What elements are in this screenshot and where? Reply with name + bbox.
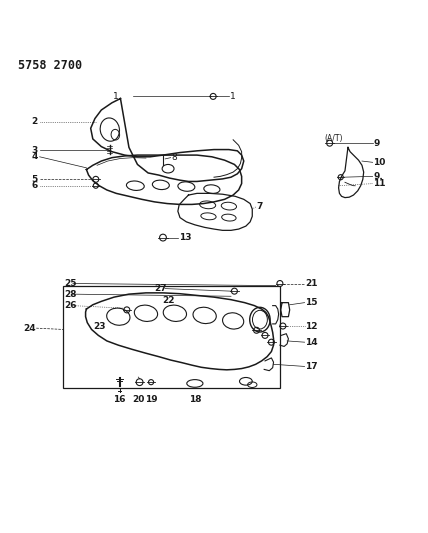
Text: 22: 22 — [162, 296, 175, 305]
Text: 17: 17 — [306, 362, 318, 371]
Text: 2: 2 — [31, 117, 38, 126]
Text: 15: 15 — [306, 298, 318, 307]
Text: 20: 20 — [132, 395, 145, 404]
Text: 5: 5 — [31, 175, 38, 184]
Text: 8: 8 — [172, 153, 177, 162]
Text: 1: 1 — [113, 92, 118, 101]
Text: 9: 9 — [374, 139, 380, 148]
Text: 19: 19 — [145, 395, 158, 404]
Text: 10: 10 — [374, 158, 386, 167]
Text: 7: 7 — [256, 203, 263, 212]
Text: 23: 23 — [93, 322, 105, 332]
Text: 14: 14 — [306, 338, 318, 346]
Text: 9.: 9. — [374, 172, 383, 181]
Text: 24: 24 — [23, 324, 36, 333]
Text: 16: 16 — [113, 395, 126, 404]
Text: 1: 1 — [230, 92, 236, 101]
Text: 27: 27 — [155, 284, 167, 293]
Text: 3: 3 — [31, 146, 38, 155]
Text: 26: 26 — [64, 301, 77, 310]
Text: 21: 21 — [306, 279, 318, 288]
Text: 18: 18 — [189, 395, 201, 404]
Text: 6: 6 — [31, 181, 38, 190]
Bar — [63, 286, 280, 387]
Text: 12: 12 — [306, 321, 318, 330]
Text: 11: 11 — [374, 179, 386, 188]
Text: 5758 2700: 5758 2700 — [18, 59, 83, 72]
Text: 25: 25 — [64, 279, 77, 288]
Text: 13: 13 — [179, 233, 192, 242]
Text: 28: 28 — [64, 289, 77, 298]
Text: (A/T): (A/T) — [324, 134, 343, 143]
Text: 4: 4 — [31, 152, 38, 161]
